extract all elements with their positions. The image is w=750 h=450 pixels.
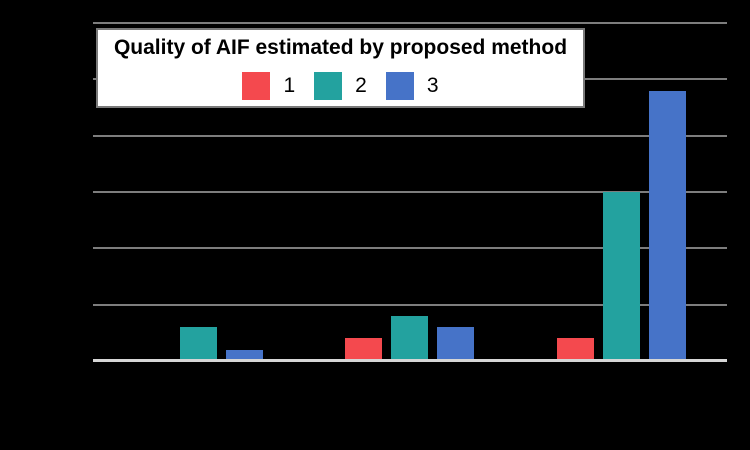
gridline-y15 — [93, 191, 727, 193]
plot-area — [93, 22, 727, 362]
gridline-y5 — [93, 303, 727, 306]
bar-group3-series3 — [648, 90, 686, 361]
legend-label-2: 2 — [355, 74, 367, 97]
legend-row: 1 2 3 — [98, 72, 583, 100]
legend-label-1: 1 — [283, 74, 296, 97]
legend-entry-1: 1 — [242, 72, 314, 100]
legend-swatch-2 — [314, 72, 343, 100]
legend-title: Quality of AIF estimated by proposed met… — [113, 36, 568, 59]
bar-group3-series2 — [602, 192, 640, 361]
bar-groups-container — [93, 23, 727, 361]
legend-entry-3: 3 — [385, 72, 439, 100]
gridline-y30 — [93, 22, 727, 24]
bar-group-2 — [304, 23, 515, 361]
bar-group3-series1 — [556, 338, 594, 361]
bar-group-1 — [93, 23, 304, 361]
gridline-y20 — [93, 134, 727, 137]
gridline-y10 — [93, 247, 727, 250]
bar-group1-series3 — [226, 349, 264, 361]
bar-group2-series1 — [345, 338, 383, 361]
legend: Quality of AIF estimated by proposed met… — [96, 28, 585, 108]
legend-label-3: 3 — [426, 74, 439, 97]
bar-group-3 — [516, 23, 727, 361]
x-axis-line — [93, 359, 727, 362]
legend-swatch-1 — [242, 72, 271, 100]
bar-group2-series3 — [437, 327, 475, 361]
legend-entry-2: 2 — [314, 72, 386, 100]
legend-swatch-3 — [385, 72, 414, 100]
bar-group1-series2 — [180, 327, 218, 361]
bar-group2-series2 — [391, 315, 429, 361]
